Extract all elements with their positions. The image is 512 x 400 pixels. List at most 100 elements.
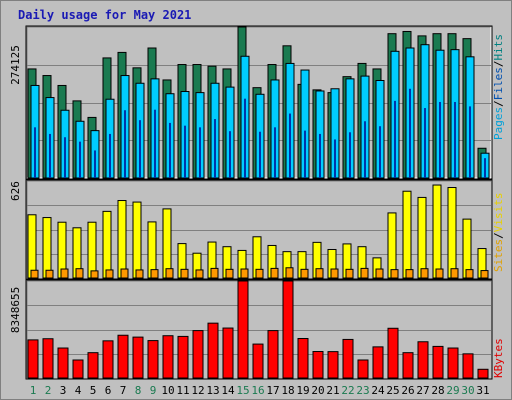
sites-bar-day-26	[405, 269, 414, 279]
sites-bar-day-18	[285, 267, 294, 279]
kbytes-bar-day-17	[267, 330, 279, 379]
visits-legend: Sites/Visits	[492, 193, 505, 273]
kbytes-bar-day-13	[207, 322, 219, 379]
chart-title: Daily usage for May 2021	[18, 8, 191, 22]
kbytes-bar-day-12	[192, 330, 204, 379]
visits-bar-day-6	[102, 210, 112, 279]
legend-files: Files	[492, 67, 505, 100]
kbytes-bar-day-29	[447, 347, 459, 379]
sites-bar-day-4	[75, 268, 84, 279]
x-tick-label: 19	[296, 384, 309, 397]
pages-bar-day-4	[79, 141, 81, 178]
kbytes-bar-day-10	[162, 335, 174, 379]
kbytes-bar-day-3	[57, 347, 69, 379]
x-tick-label: 29	[446, 384, 459, 397]
x-tick-label: 23	[356, 384, 369, 397]
kbytes-bar-day-26	[402, 352, 414, 379]
hits-legend: Pages/Files/Hits	[492, 34, 505, 140]
sites-bar-day-31	[480, 270, 489, 279]
x-tick-label: 26	[401, 384, 414, 397]
kbytes-bar-day-31	[477, 368, 489, 379]
hits-ymax-label: 274125	[9, 45, 22, 85]
pages-bar-day-13	[214, 119, 216, 178]
pages-bar-day-27	[424, 108, 426, 178]
x-tick-label: 16	[251, 384, 264, 397]
sites-bar-day-3	[60, 268, 69, 279]
x-tick-label: 2	[45, 384, 52, 397]
legend-hits: Hits	[492, 34, 505, 61]
x-tick-label: 24	[371, 384, 385, 397]
kbytes-bar-day-24	[372, 346, 384, 379]
sites-bar-day-28	[435, 268, 444, 279]
x-tick-label: 20	[311, 384, 324, 397]
visits-bar-day-26	[402, 190, 412, 279]
legend-visits: Visits	[492, 193, 505, 233]
sites-bar-day-15	[240, 268, 249, 279]
pages-bar-day-11	[184, 125, 186, 178]
kbytes-bar-day-27	[417, 341, 429, 379]
pages-bar-day-28	[439, 101, 441, 178]
sites-bar-day-25	[390, 269, 399, 279]
kbytes-bar-day-16	[252, 343, 264, 379]
sites-bar-day-10	[165, 268, 174, 279]
kbytes-bar-day-28	[432, 345, 444, 379]
kbytes-bar-day-1	[27, 339, 39, 379]
kbytes-ymax-label: 8348655	[9, 287, 22, 333]
visits-ymax-label: 626	[9, 181, 22, 201]
x-tick-label: 25	[386, 384, 399, 397]
pages-bar-day-22	[349, 132, 351, 178]
x-tick-label: 15	[236, 384, 249, 397]
x-tick-label: 1	[30, 384, 37, 397]
kbytes-bar-day-20	[312, 351, 324, 379]
sites-bar-day-27	[420, 268, 429, 279]
pages-bar-day-19	[304, 130, 306, 178]
kbytes-bar-day-5	[87, 352, 99, 379]
kbytes-bar-day-18	[282, 280, 294, 379]
pages-bar-day-30	[469, 106, 471, 178]
visits-bar-day-1	[27, 214, 37, 279]
x-tick-label: 6	[105, 384, 112, 397]
kbytes-bar-day-21	[327, 351, 339, 379]
pages-bar-day-6	[109, 133, 111, 178]
pages-bar-day-8	[139, 120, 141, 178]
sites-bar-day-14	[225, 268, 234, 279]
x-tick-label: 10	[161, 384, 174, 397]
pages-bar-day-24	[379, 126, 381, 178]
pages-bar-day-25	[394, 100, 396, 178]
x-tick-label: 30	[461, 384, 474, 397]
kbytes-bar-day-2	[42, 338, 54, 379]
visits-bar-day-8	[132, 201, 142, 279]
sites-bar-day-17	[270, 267, 279, 279]
pages-bar-day-2	[49, 133, 51, 178]
x-tick-label: 11	[176, 384, 189, 397]
kbytes-bar-day-15	[237, 280, 249, 379]
pages-bar-day-1	[34, 127, 36, 178]
x-tick-label: 14	[221, 384, 235, 397]
sites-bar-day-11	[180, 268, 189, 279]
kbytes-bar-day-25	[387, 327, 399, 379]
x-tick-label: 9	[150, 384, 157, 397]
x-tick-label: 3	[60, 384, 67, 397]
sites-bar-day-12	[195, 269, 204, 279]
pages-bar-day-23	[364, 121, 366, 178]
pages-bar-day-15	[244, 98, 246, 178]
visits-bar-day-5	[87, 221, 97, 279]
kbytes-bar-day-23	[357, 359, 369, 379]
sites-bar-day-20	[315, 268, 324, 279]
pages-bar-day-10	[169, 122, 171, 178]
pages-bar-day-16	[259, 131, 261, 178]
kbytes-bar-day-19	[297, 337, 309, 379]
kbytes-bar-day-14	[222, 327, 234, 379]
pages-bar-day-31	[484, 158, 486, 178]
kbytes-bar-day-8	[132, 336, 144, 379]
sites-bar-day-6	[105, 269, 114, 279]
x-tick-label: 31	[476, 384, 489, 397]
pages-bar-day-14	[229, 131, 231, 178]
visits-bar-day-25	[387, 212, 397, 279]
bars	[27, 26, 490, 379]
x-tick-label: 27	[416, 384, 429, 397]
x-tick-label: 17	[266, 384, 279, 397]
pages-bar-day-17	[274, 127, 276, 178]
sites-bar-day-24	[375, 268, 384, 279]
